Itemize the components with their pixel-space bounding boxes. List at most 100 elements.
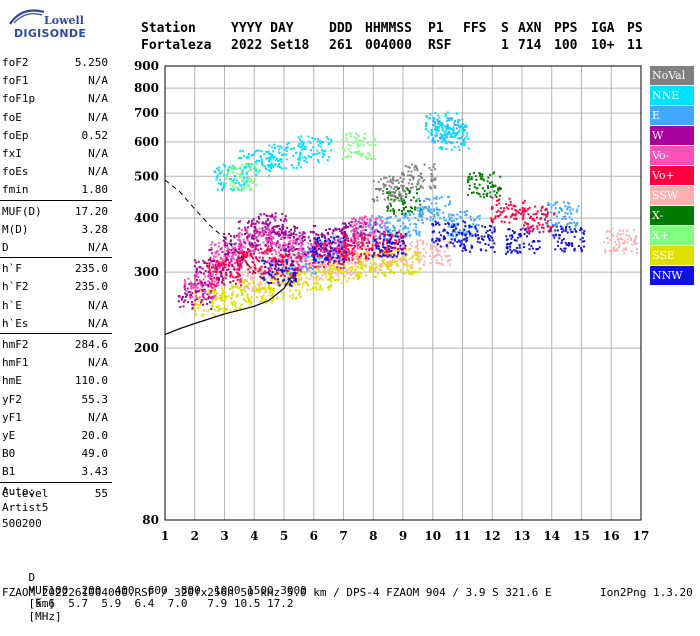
echo-point (317, 268, 320, 271)
echo-point (275, 253, 278, 255)
echo-point (406, 217, 409, 219)
echo-point (352, 272, 355, 275)
echo-point (524, 221, 527, 224)
echo-point (479, 195, 482, 198)
echo-point (276, 145, 279, 148)
echo-point (276, 165, 279, 168)
echo-point (255, 229, 258, 232)
echo-point (242, 298, 245, 300)
echo-point (192, 284, 195, 286)
echo-point (256, 289, 259, 292)
echo-point (228, 309, 231, 312)
echo-point (409, 174, 411, 177)
echo-point (281, 254, 284, 257)
echo-point (413, 271, 416, 274)
echo-point (338, 251, 341, 254)
echo-point (263, 213, 266, 216)
echo-point (269, 291, 272, 294)
echo-point (264, 167, 267, 170)
echo-point (433, 141, 436, 144)
echo-point (264, 265, 267, 268)
echo-point (489, 173, 492, 176)
echo-point (338, 256, 341, 259)
echo-point (472, 219, 475, 222)
echo-point (338, 241, 340, 244)
echo-point (438, 249, 441, 252)
echo-point (421, 206, 424, 209)
echo-point (341, 138, 344, 141)
echo-point (289, 252, 292, 255)
echo-point (326, 243, 329, 245)
param-row: foE N/A (2, 111, 108, 127)
echo-point (443, 130, 446, 133)
echo-point (217, 279, 220, 282)
echo-point (244, 300, 247, 303)
echo-point (240, 278, 243, 281)
echo-point (307, 250, 310, 253)
echo-point (377, 256, 380, 259)
echo-point (570, 222, 573, 225)
echo-point (340, 272, 343, 275)
echo-point (238, 245, 241, 248)
echo-point (511, 236, 514, 239)
echo-point (431, 139, 434, 142)
echo-point (270, 281, 273, 284)
echo-point (217, 264, 220, 267)
echo-point (336, 256, 339, 259)
echo-point (371, 230, 374, 233)
echo-point (302, 255, 305, 258)
echo-point (194, 299, 197, 302)
echo-point (255, 173, 257, 176)
echo-point (240, 303, 243, 306)
echo-point (234, 261, 237, 264)
echo-point (269, 290, 272, 293)
echo-point (390, 216, 392, 219)
echo-point (343, 264, 346, 267)
echo-point (407, 182, 410, 185)
echo-point (339, 237, 342, 240)
echo-point (425, 128, 427, 131)
echo-point (305, 255, 308, 258)
echo-point (489, 191, 492, 194)
echo-point (486, 180, 489, 183)
echo-point (435, 262, 438, 264)
echo-point (477, 234, 480, 237)
echo-point (375, 244, 378, 247)
echo-point (305, 267, 308, 270)
echo-point (255, 163, 258, 166)
echo-point (332, 264, 335, 267)
echo-point (401, 252, 404, 255)
echo-point (222, 266, 225, 269)
echo-point (384, 222, 387, 225)
echo-point (309, 274, 312, 276)
echo-point (249, 165, 252, 168)
echo-point (243, 176, 245, 179)
echo-point (309, 239, 311, 242)
echo-point (391, 229, 394, 232)
echo-point (387, 230, 390, 233)
echo-point (332, 262, 335, 265)
echo-point (370, 228, 373, 231)
echo-point (208, 290, 211, 293)
echo-point (338, 244, 340, 247)
echo-point (202, 293, 204, 296)
echo-point (301, 145, 304, 148)
echo-point (375, 241, 378, 244)
echo-point (281, 153, 283, 156)
echo-point (522, 218, 525, 221)
echo-point (302, 231, 305, 234)
echo-point (308, 269, 311, 272)
echo-point (474, 233, 477, 236)
echo-point (386, 180, 389, 183)
echo-point (509, 215, 512, 218)
param-row: yE 20.0 (2, 429, 108, 445)
echo-point (434, 185, 437, 188)
echo-point (320, 140, 323, 143)
echo-point (253, 249, 256, 251)
echo-point (268, 152, 271, 155)
echo-point (348, 222, 350, 225)
echo-point (236, 186, 239, 189)
echo-point (327, 285, 330, 288)
echo-point (401, 210, 403, 213)
echo-point (464, 137, 467, 140)
